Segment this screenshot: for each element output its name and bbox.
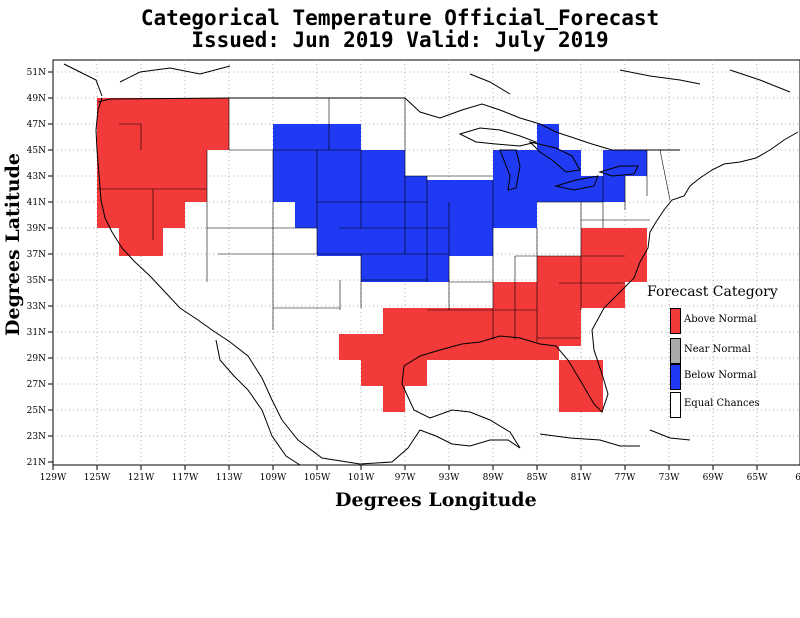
x-tick-label: 69W	[703, 473, 724, 483]
legend-label-equal-chances: Equal Chances	[684, 398, 760, 409]
below-normal-regions	[273, 124, 647, 282]
y-tick-label: 25N	[27, 406, 46, 416]
x-tick-label: 61	[795, 473, 800, 483]
x-tick-label: 81W	[571, 473, 592, 483]
x-tick-label: 105W	[304, 473, 331, 483]
y-tick-label: 39N	[27, 224, 46, 234]
legend-label-above-normal: Above Normal	[684, 314, 757, 325]
y-tick-label: 23N	[27, 432, 46, 442]
y-tick-label: 45N	[27, 146, 46, 156]
y-tick-label: 43N	[27, 172, 46, 182]
x-tick-label: 89W	[483, 473, 504, 483]
x-axis-label: Degrees Longitude	[335, 489, 537, 511]
chart-subtitle: Issued: Jun 2019 Valid: July 2019	[191, 28, 609, 52]
legend-swatch-below-normal	[670, 364, 681, 390]
x-tick-label: 101W	[348, 473, 375, 483]
coastlines	[63, 63, 799, 466]
y-tick-label: 37N	[27, 250, 46, 260]
y-tick-label: 41N	[27, 198, 46, 208]
x-tick-label: 65W	[747, 473, 768, 483]
legend-label-near-normal: Near Normal	[684, 344, 751, 355]
great-lakes	[458, 127, 639, 191]
y-tick-label: 33N	[27, 302, 46, 312]
y-tick-label: 29N	[27, 354, 46, 364]
x-tick-label: 73W	[659, 473, 680, 483]
x-tick-label: 125W	[84, 473, 111, 483]
y-axis-label: Degrees Latitude	[2, 153, 24, 336]
legend-label-below-normal: Below Normal	[684, 370, 757, 381]
y-tick-label: 21N	[27, 458, 46, 468]
x-tick-label: 109W	[260, 473, 287, 483]
y-tick-label: 35N	[27, 276, 46, 286]
y-axis: 51N 49N 47N 45N 43N 41N 39N 37N 35N 33N 31N 29N 27N 2…	[27, 68, 53, 468]
x-tick-label: 85W	[527, 473, 548, 483]
x-tick-label: 97W	[395, 473, 416, 483]
y-tick-label: 51N	[27, 68, 46, 78]
x-axis: 129W 125W 121W 117W 113W 109W 105W 101W 97W 93W 89…	[40, 465, 800, 483]
legend-title: Forecast Category	[647, 284, 778, 300]
y-tick-label: 31N	[27, 328, 46, 338]
x-tick-label: 93W	[439, 473, 460, 483]
y-tick-label: 47N	[27, 120, 46, 130]
legend-swatch-equal-chances	[670, 392, 681, 418]
y-tick-label: 49N	[27, 94, 46, 104]
x-tick-label: 113W	[216, 473, 243, 483]
x-tick-label: 121W	[128, 473, 155, 483]
chart-title: Categorical Temperature Official_Forecas…	[140, 6, 660, 30]
state-borders	[97, 98, 671, 342]
y-tick-label: 27N	[27, 380, 46, 390]
legend-swatch-above-normal	[670, 308, 681, 334]
x-tick-label: 129W	[40, 473, 67, 483]
x-tick-label: 77W	[615, 473, 636, 483]
x-tick-label: 117W	[172, 473, 199, 483]
legend-swatch-near-normal	[670, 338, 681, 364]
